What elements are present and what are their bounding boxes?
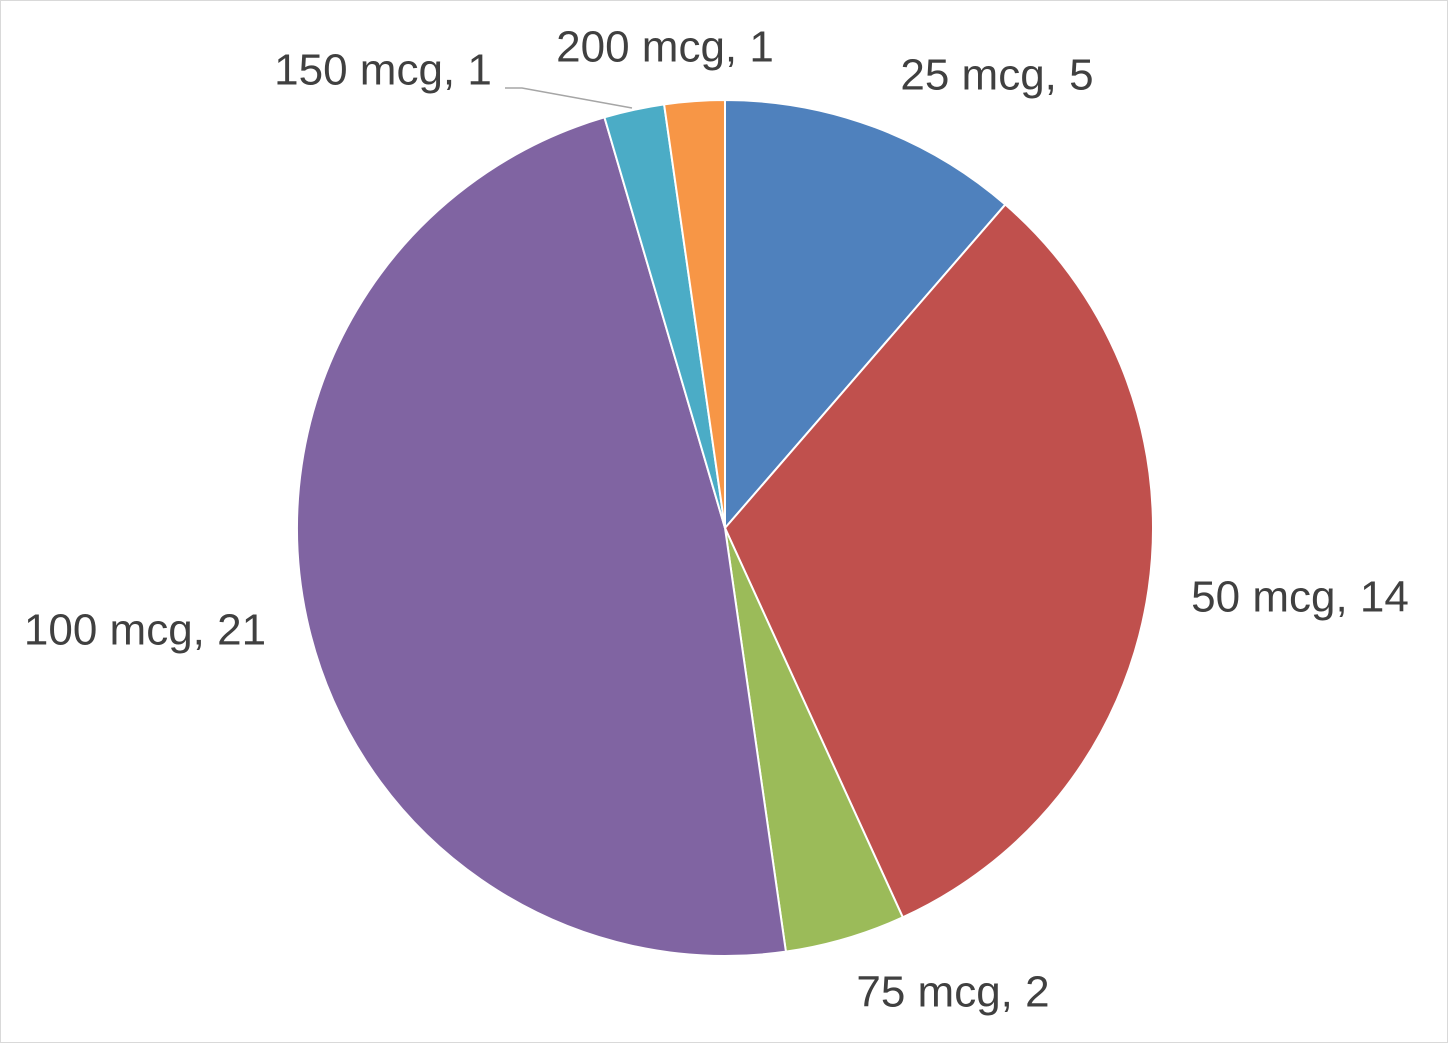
leader-line [505,87,633,109]
data-label: 50 mcg, 14 [1191,573,1409,622]
data-label: 150 mcg, 1 [274,46,492,95]
data-label: 200 mcg, 1 [556,23,774,72]
data-label: 25 mcg, 5 [900,51,1093,100]
data-label: 75 mcg, 2 [856,968,1049,1017]
pie-slice: 50 mcg [723,203,1154,919]
data-label: 100 mcg, 21 [24,606,266,655]
pie-slice: 100 mcg [296,116,788,957]
pie-slice: 200 mcg [662,98,726,529]
pie-slice: 25 mcg [724,98,1007,531]
